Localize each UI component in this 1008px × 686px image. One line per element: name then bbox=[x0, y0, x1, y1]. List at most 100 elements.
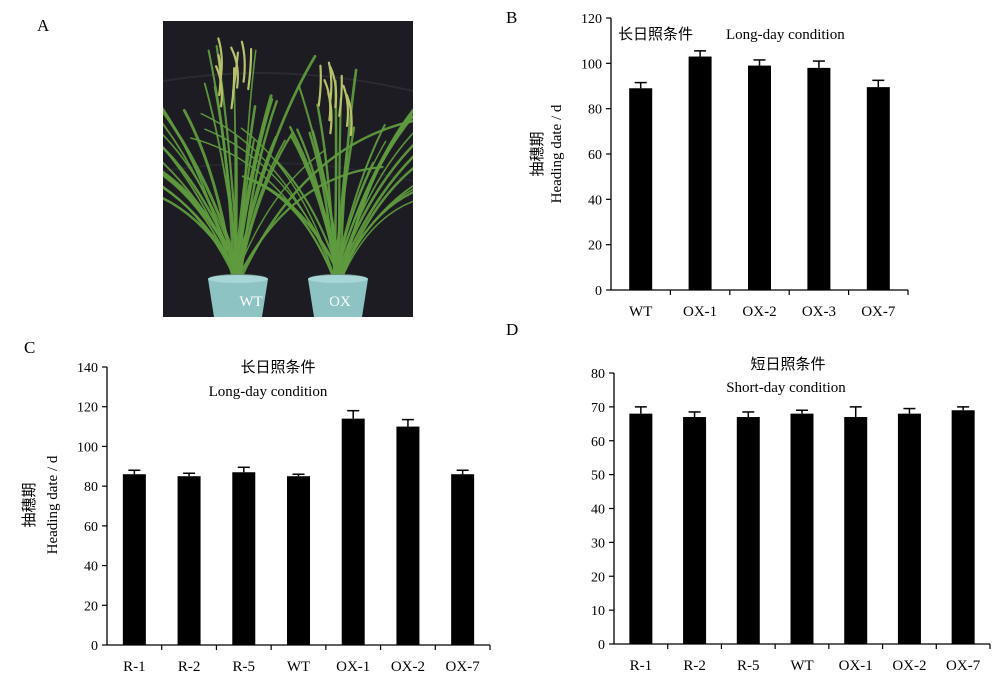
chart-b-ylabel-cn: 抽穗期 bbox=[529, 131, 546, 176]
chart-d: 短日照条件 Short-day condition 0 10 20 30 40 50 60 7… bbox=[591, 356, 991, 674]
chart-c-ytick-label: 120 bbox=[77, 401, 98, 416]
chart-d-errorbar-ox-7 bbox=[957, 406, 970, 411]
chart-d-category-label: OX-2 bbox=[892, 658, 926, 674]
chart-b-ytick-label: 40 bbox=[588, 193, 602, 208]
chart-b-bar-ox-1 bbox=[688, 56, 712, 291]
panel-label-a: A bbox=[37, 16, 50, 35]
chart-b-category-label: OX-7 bbox=[861, 304, 896, 320]
chart-c-errorbar-r-2 bbox=[183, 472, 196, 477]
chart-c-category-label: WT bbox=[287, 659, 310, 675]
chart-c-title-cn: 长日照条件 bbox=[240, 359, 315, 376]
chart-d-ytick-label: 50 bbox=[591, 469, 605, 484]
chart-b-errorbar-wt bbox=[634, 81, 647, 89]
chart-d-bar-r-5 bbox=[736, 417, 760, 644]
chart-c-category-label: R-2 bbox=[178, 659, 201, 675]
chart-d-title-cn: 短日照条件 bbox=[750, 356, 825, 373]
chart-d-category-label: R-2 bbox=[683, 658, 706, 674]
chart-d-bar-ox-2 bbox=[897, 413, 921, 644]
chart-d-ytick-label: 60 bbox=[591, 435, 605, 450]
chart-c-bar-ox-7 bbox=[451, 474, 475, 645]
chart-c-errorbar-wt bbox=[292, 473, 305, 477]
panel-label-b: B bbox=[506, 8, 518, 27]
chart-c: 长日照条件 Long-day condition 抽穗期 Heading dat… bbox=[21, 359, 491, 675]
chart-c-ytick-label: 40 bbox=[84, 560, 98, 575]
chart-d-bar-wt bbox=[790, 413, 814, 644]
chart-d-ytick-label: 70 bbox=[591, 401, 605, 416]
chart-d-errorbar-r-5 bbox=[742, 411, 755, 418]
chart-d-category-label: WT bbox=[790, 658, 813, 674]
chart-c-ylabel-cn: 抽穗期 bbox=[21, 482, 38, 527]
chart-b-category-label: OX-2 bbox=[742, 304, 776, 320]
chart-d-errorbar-ox-1 bbox=[849, 406, 862, 418]
chart-d-ytick-label: 30 bbox=[591, 536, 605, 551]
chart-b-errorbar-ox-2 bbox=[753, 59, 766, 66]
chart-d-ytick-label: 10 bbox=[591, 604, 605, 619]
chart-d-bar-r-1 bbox=[629, 413, 653, 644]
chart-d-bar-ox-1 bbox=[844, 417, 868, 644]
chart-c-ytick-label: 60 bbox=[84, 520, 98, 535]
chart-c-bar-r-2 bbox=[177, 476, 201, 645]
chart-c-errorbar-ox-1 bbox=[347, 409, 360, 419]
chart-c-errorbar-r-1 bbox=[128, 469, 141, 475]
chart-b-errorbar-ox-1 bbox=[694, 50, 707, 57]
chart-b-category-label: WT bbox=[629, 304, 652, 320]
chart-c-title-en: Long-day condition bbox=[209, 384, 328, 400]
chart-b-ytick-label: 100 bbox=[581, 57, 602, 72]
chart-d-bar-r-2 bbox=[683, 417, 707, 644]
chart-b-ytick-label: 20 bbox=[588, 239, 602, 254]
chart-d-ytick-label: 20 bbox=[591, 570, 605, 585]
chart-d-ytick-label: 80 bbox=[591, 367, 605, 382]
chart-b-bar-wt bbox=[629, 88, 653, 291]
panel-label-c: C bbox=[24, 338, 36, 357]
chart-c-category-label: OX-7 bbox=[446, 659, 481, 675]
chart-d-errorbar-r-1 bbox=[634, 406, 647, 414]
chart-d-errorbar-wt bbox=[796, 409, 808, 414]
chart-b-errorbar-ox-7 bbox=[872, 79, 885, 88]
chart-d-title-en: Short-day condition bbox=[726, 380, 846, 396]
chart-c-bar-r-5 bbox=[232, 472, 256, 645]
chart-c-ytick-label: 0 bbox=[91, 639, 98, 654]
chart-b-ylabel-en: Heading date / d bbox=[549, 104, 565, 203]
chart-d-category-label: OX-1 bbox=[839, 658, 873, 674]
chart-c-category-label: R-1 bbox=[123, 659, 146, 675]
chart-d-errorbar-r-2 bbox=[688, 411, 701, 418]
ox-photo-label: OX bbox=[329, 294, 351, 310]
chart-c-ytick-label: 100 bbox=[77, 440, 98, 455]
chart-d-ytick-label: 40 bbox=[591, 503, 605, 518]
chart-c-bar-wt bbox=[287, 476, 310, 645]
chart-c-ylabel-en: Heading date / d bbox=[45, 455, 61, 554]
ox-pot bbox=[308, 274, 368, 317]
chart-b-ytick-label: 80 bbox=[588, 103, 602, 118]
chart-c-ytick-label: 80 bbox=[84, 480, 98, 495]
chart-d-category-label: R-5 bbox=[737, 658, 760, 674]
chart-c-category-label: R-5 bbox=[233, 659, 256, 675]
chart-d-category-label: R-1 bbox=[630, 658, 653, 674]
chart-c-bar-ox-1 bbox=[341, 418, 365, 645]
chart-b-bar-ox-7 bbox=[866, 87, 890, 290]
chart-b-title-en: Long-day condition bbox=[726, 27, 845, 43]
chart-d-bar-ox-7 bbox=[951, 410, 975, 644]
chart-c-ytick-label: 140 bbox=[77, 361, 98, 376]
chart-c-errorbar-r-5 bbox=[237, 466, 250, 473]
chart-c-category-label: OX-1 bbox=[336, 659, 370, 675]
chart-b-category-label: OX-3 bbox=[802, 304, 836, 320]
chart-b-errorbar-ox-3 bbox=[812, 60, 825, 68]
chart-b-ytick-label: 0 bbox=[595, 284, 602, 299]
chart-b-category-label: OX-1 bbox=[683, 304, 717, 320]
chart-b-ytick-label: 60 bbox=[588, 148, 602, 163]
chart-c-category-label: OX-2 bbox=[391, 659, 425, 675]
chart-d-ytick-label: 0 bbox=[598, 638, 605, 653]
chart-d-errorbar-ox-2 bbox=[903, 407, 916, 414]
chart-b-bar-ox-3 bbox=[807, 67, 831, 290]
panel-label-d: D bbox=[506, 320, 519, 339]
chart-b-ytick-label: 120 bbox=[581, 12, 602, 27]
chart-c-bar-r-1 bbox=[122, 474, 146, 645]
chart-d-category-label: OX-7 bbox=[946, 658, 981, 674]
wt-photo-label: WT bbox=[239, 294, 262, 310]
chart-b-bar-ox-2 bbox=[748, 65, 771, 290]
chart-b-title-cn: 长日照条件 bbox=[618, 26, 693, 43]
chart-c-errorbar-ox-7 bbox=[456, 469, 469, 475]
wt-pot bbox=[208, 274, 268, 317]
plant-photo: WT OX bbox=[75, 21, 483, 317]
chart-c-bar-ox-2 bbox=[396, 426, 420, 645]
